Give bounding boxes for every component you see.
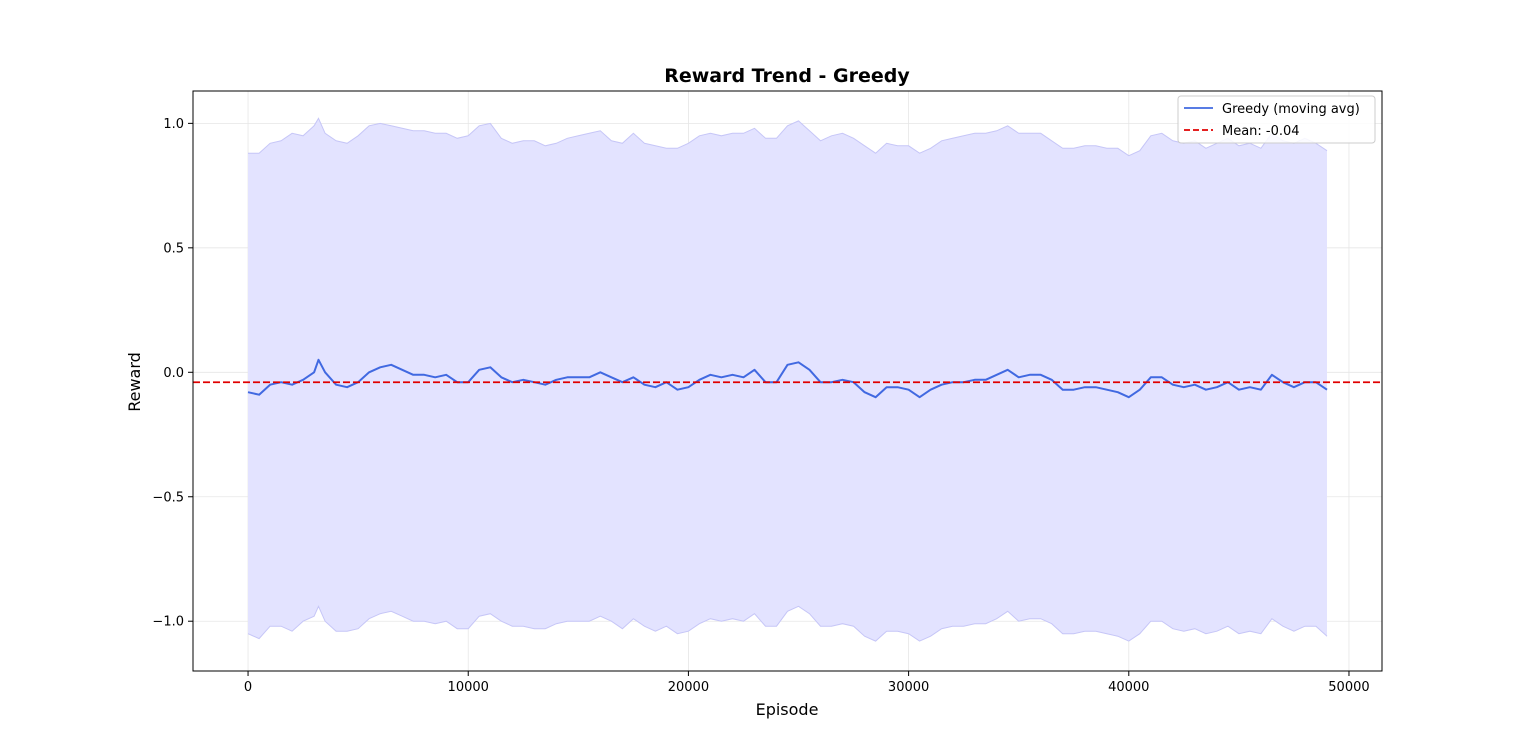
series-line-greedy (247, 358, 1328, 399)
y-tick-label: 1.0 (163, 117, 184, 132)
x-tick-label: 50000 (1328, 680, 1369, 695)
legend-label-greedy: Greedy (moving avg) (1222, 102, 1360, 117)
y-tick-label: −0.5 (152, 490, 184, 505)
plot-frame (192, 90, 1383, 672)
x-tick-label: 0 (244, 680, 252, 695)
x-tick-label: 10000 (448, 680, 489, 695)
x-tick-label: 40000 (1108, 680, 1149, 695)
y-tick-label: 0.0 (163, 366, 184, 381)
std-band-lower-edge (247, 605, 1328, 642)
y-axis-ticks: −1.0 −0.5 0.0 0.5 1.0 (152, 117, 193, 630)
x-tick-label: 30000 (888, 680, 929, 695)
y-tick-label: 0.5 (163, 241, 184, 256)
std-band-upper-edge (248, 117, 1328, 157)
y-tick-label: −1.0 (152, 615, 184, 630)
x-tick-label: 20000 (668, 680, 709, 695)
x-axis-label: Episode (756, 700, 819, 719)
y-axis-label: Reward (125, 352, 144, 412)
x-axis-ticks: 0 10000 20000 30000 40000 50000 (244, 671, 1370, 695)
legend-label-mean: Mean: -0.04 (1222, 124, 1300, 139)
legend-box (1177, 95, 1376, 144)
legend: Greedy (moving avg) Mean: -0.04 (1177, 95, 1376, 144)
std-band (248, 118, 1327, 642)
chart-title: Reward Trend - Greedy (664, 65, 910, 87)
